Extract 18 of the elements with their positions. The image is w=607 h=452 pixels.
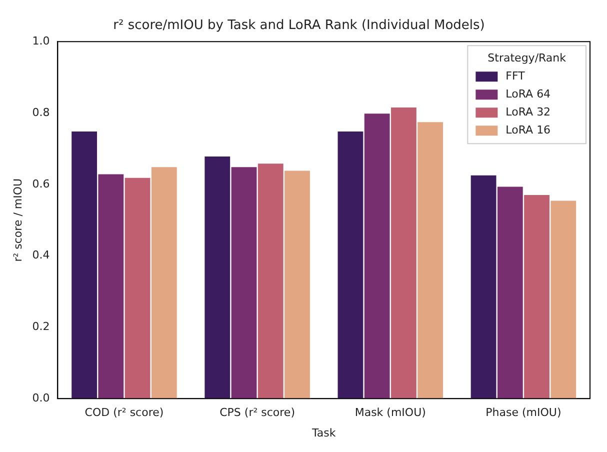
chart-title: r² score/mIOU by Task and LoRA Rank (Individual Models): [113, 18, 485, 34]
y-tick-label: 1.0: [32, 34, 50, 48]
x-tick-label: Phase (mIOU): [486, 406, 562, 420]
y-tick-label: 0.8: [32, 106, 50, 119]
legend-label: LoRA 64: [506, 87, 551, 100]
y-tick-label: 0.0: [32, 391, 50, 404]
x-tick-label: COD (r² score): [84, 406, 164, 420]
legend-label: LoRA 16: [506, 123, 551, 136]
y-tick-label: 0.2: [32, 320, 50, 334]
y-tick-label: 0.4: [32, 248, 50, 262]
legend-label: FFT: [506, 69, 526, 82]
legend-title: Strategy/Rank: [488, 51, 567, 64]
x-axis-title: Task: [310, 426, 336, 440]
x-tick-label: Mask (mIOU): [354, 406, 426, 420]
y-axis-title: r² score / mIOU: [11, 178, 24, 262]
y-tick-label: 0.6: [32, 177, 50, 190]
x-tick-label: CPS (r² score): [220, 406, 295, 420]
legend-label: LoRA 32: [506, 105, 551, 118]
